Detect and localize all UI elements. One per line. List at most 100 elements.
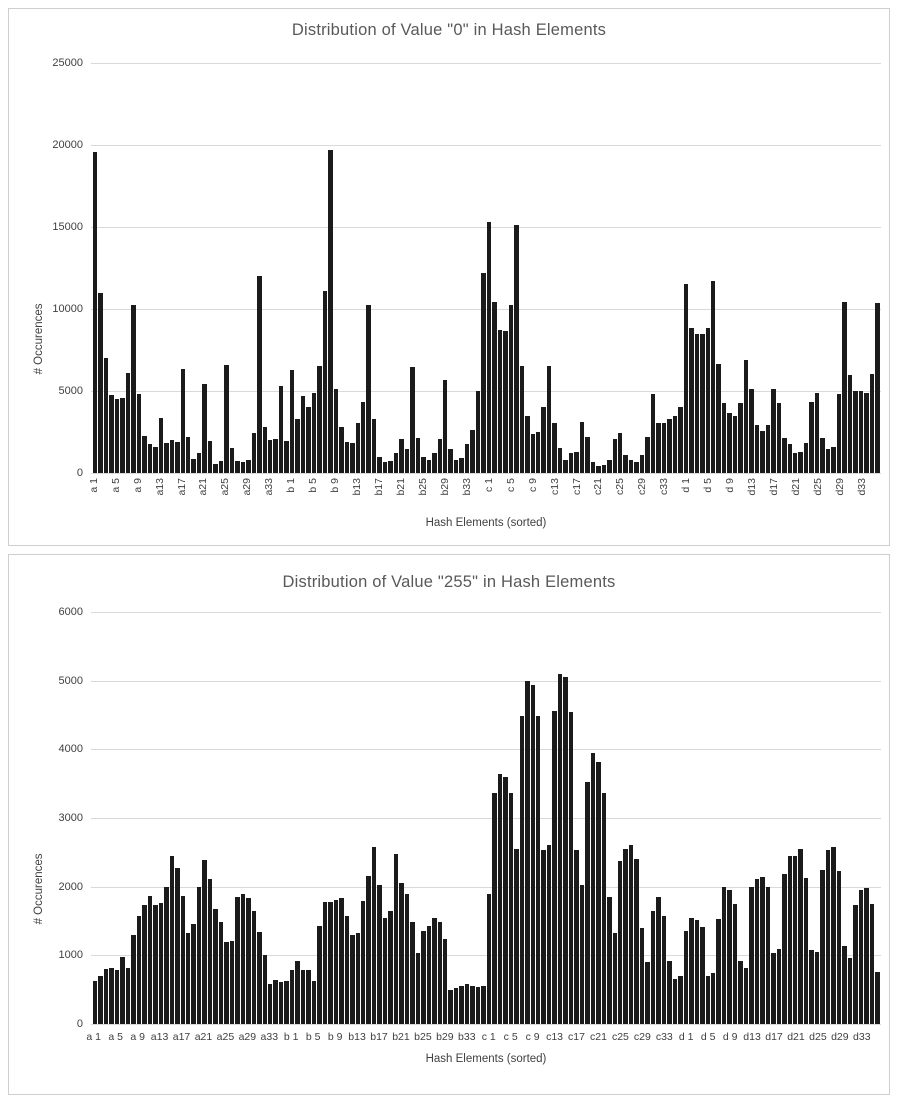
- bar: [601, 792, 607, 1024]
- bar: [350, 442, 355, 473]
- bar: [98, 975, 103, 1024]
- bar: [410, 367, 415, 473]
- bar: [169, 440, 175, 473]
- x-tick-labels: a 1 a 5 a 9 a13 a17 a21 a25 a29 a33 b 1 b 5 b 9 b13 b…: [88, 475, 881, 519]
- bar: [519, 715, 525, 1024]
- gridline: [91, 63, 881, 64]
- bar: [377, 885, 382, 1024]
- bar: [590, 461, 596, 473]
- bar: [568, 711, 574, 1024]
- bar: [579, 885, 585, 1024]
- bar: [306, 407, 311, 473]
- bar: [607, 459, 612, 473]
- bar: [180, 895, 185, 1024]
- x-tick-label: a13: [153, 478, 166, 496]
- bar: [535, 432, 541, 473]
- bar: [360, 901, 366, 1024]
- bar: [656, 897, 661, 1024]
- bar: [842, 946, 847, 1024]
- x-tick-label: c29: [636, 478, 649, 495]
- bar: [836, 394, 842, 473]
- bar: [158, 903, 164, 1024]
- x-tick-label: c33: [658, 478, 671, 495]
- bar: [628, 459, 634, 473]
- x-tick-label: c25: [611, 1031, 629, 1043]
- x-tick-label: a 9: [130, 1031, 145, 1043]
- bar: [453, 987, 459, 1024]
- bar: [765, 887, 771, 1024]
- y-tick-label: 20000: [52, 139, 83, 151]
- bar: [541, 407, 546, 473]
- bar: [634, 461, 639, 473]
- bar: [278, 982, 284, 1024]
- bar: [278, 386, 284, 473]
- bar: [98, 292, 103, 473]
- bar: [125, 372, 131, 473]
- bar: [114, 969, 120, 1024]
- bar: [415, 437, 421, 473]
- x-tick-label: a29: [241, 478, 254, 496]
- bar: [459, 985, 464, 1024]
- bar: [497, 774, 503, 1024]
- bar: [388, 460, 393, 473]
- bar: [251, 910, 257, 1024]
- bar: [153, 905, 158, 1024]
- bar: [519, 366, 525, 473]
- x-tick-label: a21: [194, 1031, 213, 1043]
- bar: [875, 303, 880, 473]
- bar: [836, 870, 842, 1024]
- bar: [508, 304, 514, 473]
- x-tick-label: d25: [809, 1031, 827, 1043]
- bar: [864, 888, 869, 1024]
- x-tick-label: a33: [260, 1031, 279, 1043]
- bar: [131, 934, 136, 1024]
- bar: [798, 451, 803, 473]
- bar: [700, 333, 705, 473]
- bar: [147, 895, 153, 1024]
- y-tick-label: 15000: [52, 221, 83, 233]
- bar: [749, 887, 754, 1024]
- x-tick-label: a25: [219, 478, 232, 496]
- bar: [103, 358, 109, 473]
- bar: [667, 418, 672, 473]
- x-tick-label: d 1: [680, 478, 693, 493]
- bar: [464, 444, 470, 473]
- bar: [311, 980, 317, 1024]
- bar: [508, 793, 514, 1024]
- bar: [814, 951, 820, 1024]
- x-tick-label: a17: [172, 1031, 191, 1043]
- bar: [415, 952, 421, 1024]
- bar: [574, 850, 579, 1024]
- x-tick-label: c 5: [503, 1031, 518, 1043]
- bar: [464, 984, 470, 1024]
- bar: [650, 394, 656, 473]
- bar: [765, 425, 771, 473]
- bar: [596, 466, 601, 473]
- bar: [568, 453, 574, 473]
- bar: [869, 373, 875, 473]
- bar: [809, 949, 814, 1024]
- bar: [421, 457, 426, 473]
- bar: [371, 418, 377, 473]
- x-tick-label: a25: [216, 1031, 235, 1043]
- bar: [678, 407, 683, 473]
- bar: [645, 962, 650, 1024]
- bar: [421, 930, 426, 1024]
- bar: [328, 149, 333, 473]
- bar: [317, 925, 322, 1024]
- bar: [426, 925, 432, 1024]
- gridline: [91, 818, 881, 819]
- bar: [716, 363, 721, 473]
- bar: [229, 940, 235, 1024]
- bar: [749, 389, 754, 473]
- bar: [257, 932, 262, 1024]
- bar: [530, 434, 535, 473]
- chart-title: Distribution of Value "0" in Hash Elemen…: [291, 21, 607, 39]
- gridline: [91, 473, 881, 474]
- bar: [683, 930, 689, 1024]
- bar: [623, 848, 628, 1024]
- bar: [743, 359, 749, 473]
- bar: [196, 452, 202, 473]
- bar: [366, 875, 371, 1024]
- bar: [618, 432, 623, 473]
